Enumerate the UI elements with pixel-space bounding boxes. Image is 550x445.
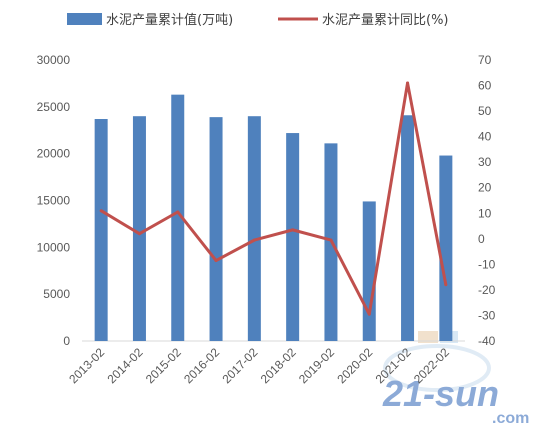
x-tick-label: 2019-02 bbox=[296, 345, 337, 386]
right-y-tick-label: -10 bbox=[478, 257, 496, 271]
legend-swatch-bar bbox=[67, 13, 102, 25]
right-y-tick-label: -30 bbox=[478, 308, 496, 322]
right-y-tick-label: 50 bbox=[478, 104, 492, 118]
right-y-axis: -40 -30 -20 -10 0 10 20 30 40 50 60 70 bbox=[478, 53, 496, 348]
line-point bbox=[176, 210, 180, 214]
watermark-text: 21-sun bbox=[382, 373, 499, 414]
bar-series bbox=[94, 94, 453, 342]
x-tick-label: 2014-02 bbox=[105, 345, 146, 386]
bar bbox=[247, 116, 261, 341]
right-y-tick-label: 10 bbox=[478, 206, 492, 220]
right-y-tick-label: 40 bbox=[478, 130, 492, 144]
left-y-tick-label: 15000 bbox=[37, 194, 71, 208]
line-series bbox=[99, 81, 448, 316]
right-y-tick-label: 0 bbox=[478, 232, 485, 246]
bar bbox=[132, 116, 146, 341]
x-tick-label: 2016-02 bbox=[181, 345, 222, 386]
right-y-tick-label: 30 bbox=[478, 155, 492, 169]
bar bbox=[94, 119, 108, 341]
line-point bbox=[444, 283, 448, 287]
bar bbox=[362, 201, 376, 341]
watermark-block-1 bbox=[418, 331, 438, 343]
line-point bbox=[99, 209, 103, 213]
line-point bbox=[367, 312, 371, 316]
bar bbox=[439, 155, 453, 341]
right-y-tick-label: 70 bbox=[478, 53, 492, 67]
line-path bbox=[100, 81, 448, 316]
left-y-tick-label: 30000 bbox=[37, 53, 71, 67]
watermark-suffix: .com bbox=[492, 410, 529, 427]
line-point bbox=[291, 228, 295, 232]
line-point bbox=[252, 238, 256, 242]
left-y-tick-label: 25000 bbox=[37, 100, 71, 114]
legend-label-line: 水泥产量累计同比(%) bbox=[322, 13, 449, 28]
x-tick-label: 2017-02 bbox=[219, 345, 260, 386]
left-y-tick-label: 5000 bbox=[43, 287, 70, 301]
legend: 水泥产量累计值(万吨) 水泥产量累计同比(%) bbox=[67, 12, 449, 28]
right-y-tick-label: 60 bbox=[478, 79, 492, 93]
watermark-logo: 21-sun .com bbox=[382, 331, 529, 427]
right-y-tick-label: -40 bbox=[478, 334, 496, 348]
bar bbox=[209, 117, 223, 342]
left-y-tick-label: 10000 bbox=[37, 240, 71, 254]
legend-label-bar: 水泥产量累计值(万吨) bbox=[106, 12, 233, 28]
x-tick-label: 2018-02 bbox=[258, 345, 299, 386]
x-tick-label: 2015-02 bbox=[143, 345, 184, 386]
line-point bbox=[214, 259, 218, 263]
watermark-ring bbox=[383, 344, 491, 392]
bar bbox=[286, 133, 300, 341]
line-point bbox=[329, 238, 333, 242]
bar bbox=[171, 94, 185, 341]
right-y-tick-label: -20 bbox=[478, 283, 496, 297]
left-y-tick-label: 20000 bbox=[37, 147, 71, 161]
x-tick-label: 2013-02 bbox=[66, 345, 107, 386]
left-y-tick-label: 0 bbox=[63, 334, 70, 348]
right-y-tick-label: 20 bbox=[478, 181, 492, 195]
bar bbox=[401, 115, 415, 341]
line-point bbox=[137, 232, 141, 236]
x-tick-label: 2020-02 bbox=[334, 345, 375, 386]
left-y-axis: 0 5000 10000 15000 20000 25000 30000 bbox=[37, 53, 71, 348]
line-point bbox=[406, 81, 410, 85]
